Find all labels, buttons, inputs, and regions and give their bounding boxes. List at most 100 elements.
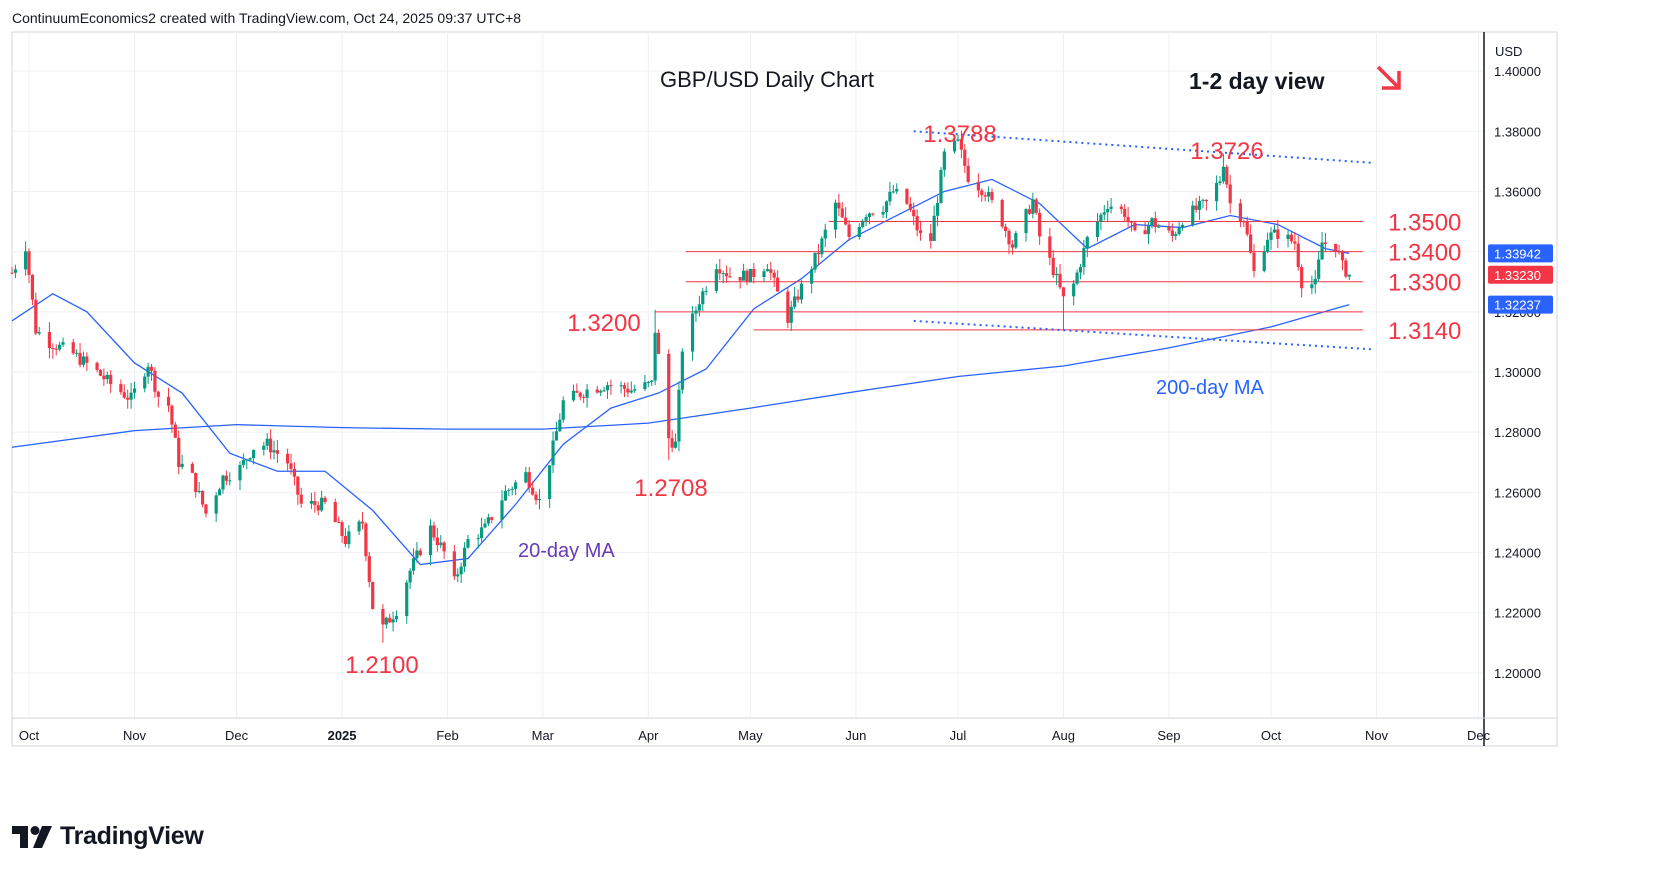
x-tick-label: Oct [1261, 728, 1282, 743]
candle-body [1055, 273, 1059, 276]
candle-body [347, 531, 351, 545]
candle-body [1150, 218, 1154, 225]
candle-body [503, 490, 508, 501]
candle-body [976, 181, 980, 191]
candle-body [54, 348, 58, 350]
candle-body [320, 497, 324, 511]
candle-body [476, 538, 480, 540]
candle-body [1204, 199, 1208, 202]
candle-body [741, 270, 746, 281]
candle-body [466, 538, 470, 548]
candle-body [650, 380, 654, 382]
x-tick-label: Sep [1157, 728, 1180, 743]
candle-body [1004, 226, 1008, 231]
chart-frame [11, 31, 1558, 747]
candle-body [415, 550, 419, 559]
x-tick-label: Aug [1052, 728, 1075, 743]
candle-body [1344, 260, 1348, 277]
candle-body [833, 202, 838, 230]
candle-body [714, 269, 718, 291]
candle-body [677, 389, 681, 442]
candle-body [81, 356, 86, 365]
candle-body [918, 230, 923, 234]
candle-body [531, 487, 535, 495]
candle-body [1218, 181, 1222, 184]
candle-body [609, 385, 613, 387]
candle-body [58, 344, 62, 350]
candle-body [724, 273, 729, 277]
candle-body [388, 617, 392, 623]
candle-body [194, 472, 198, 492]
candle-body [622, 385, 627, 389]
candle-body [908, 203, 912, 210]
candle-body [1133, 222, 1137, 231]
candle-body [1078, 267, 1083, 273]
candle-body [857, 226, 861, 238]
candle-body [932, 215, 936, 242]
level-label: 1.3500 [1388, 210, 1461, 237]
candle-body [1143, 230, 1147, 235]
candle-body [1245, 221, 1249, 235]
candle-body [646, 381, 650, 383]
candle-body [292, 468, 297, 477]
candle-body [1252, 252, 1256, 271]
candle-body [599, 390, 603, 393]
candle-body [602, 390, 606, 392]
candle-body [1313, 278, 1317, 285]
candle-body [1075, 272, 1079, 284]
candle-body [871, 213, 875, 215]
candle-body [548, 465, 552, 500]
candle-body [47, 332, 52, 348]
candle-body [98, 369, 103, 376]
candle-body [721, 273, 725, 275]
candle-body [514, 482, 518, 489]
tradingview-logo[interactable]: TradingView [12, 822, 204, 851]
candle-body [796, 296, 800, 300]
candle-body [357, 521, 361, 532]
lower-trendline [913, 319, 1374, 351]
candle-body [673, 441, 678, 448]
candle-body [435, 537, 439, 546]
candle-body [963, 149, 967, 166]
candle-body [456, 574, 460, 577]
candle-body [670, 438, 674, 448]
candle-body [772, 272, 776, 278]
candle-body [483, 523, 487, 528]
candle-body [286, 453, 290, 464]
candle-body [1289, 234, 1294, 242]
candle-body [905, 188, 909, 204]
candle-body [571, 390, 576, 401]
candle-body [10, 272, 14, 274]
candle-body [1129, 220, 1134, 223]
y-tick-label: 1.30000 [1494, 365, 1541, 380]
candle-body [986, 192, 991, 197]
candle-body [228, 480, 232, 482]
candle-body [667, 353, 671, 439]
candle-body [765, 269, 770, 272]
candle-body [1109, 206, 1113, 209]
candle-body [214, 495, 218, 514]
candle-body [221, 475, 225, 490]
candle-body [439, 542, 443, 546]
candle-body [1024, 209, 1028, 234]
candle-body [34, 299, 38, 334]
candle-body [343, 535, 348, 545]
candle-body [1170, 230, 1174, 237]
candle-body [251, 449, 256, 459]
candle-body [1272, 229, 1277, 233]
level-label: 1.3300 [1388, 270, 1461, 297]
candle-body [1072, 283, 1076, 297]
candle-body [170, 405, 174, 425]
candle-body [1323, 242, 1328, 244]
price-badge-label: 1.33942 [1494, 246, 1541, 261]
candle-body [935, 202, 940, 216]
x-tick-label: Apr [638, 728, 659, 743]
candle-body [745, 270, 749, 283]
x-tick-label: Dec [225, 728, 249, 743]
candle-body [690, 313, 695, 352]
candle-body [1102, 212, 1106, 215]
candle-body [575, 390, 579, 393]
candle-body [224, 475, 228, 481]
candle-body [891, 191, 895, 193]
